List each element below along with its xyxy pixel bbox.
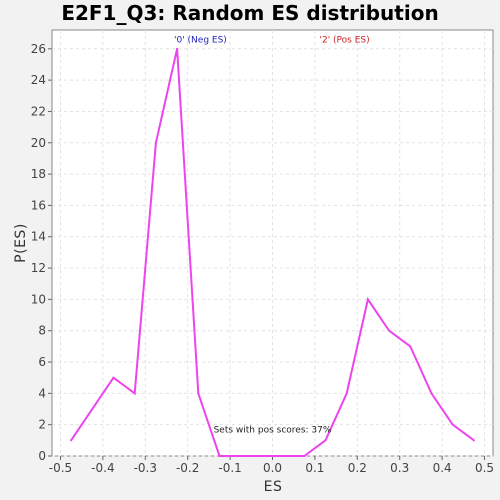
annotation-label: Sets with pos scores: 37% bbox=[214, 425, 332, 435]
annotation-label: '0' (Neg ES) bbox=[174, 35, 227, 45]
x-tick-label: 0.0 bbox=[263, 461, 282, 475]
x-tick-label: 0.3 bbox=[390, 461, 409, 475]
grid bbox=[52, 30, 493, 457]
chart-title: E2F1_Q3: Random ES distribution bbox=[61, 1, 439, 25]
x-tick-label: -0.2 bbox=[176, 461, 199, 475]
data-point bbox=[430, 392, 433, 395]
data-point bbox=[176, 47, 179, 50]
y-tick-label: 4 bbox=[38, 386, 46, 400]
data-point bbox=[197, 392, 200, 395]
y-tick-label: 16 bbox=[31, 198, 46, 212]
y-tick-label: 26 bbox=[31, 42, 46, 56]
data-point bbox=[366, 298, 369, 301]
y-tick-label: 22 bbox=[31, 104, 46, 118]
data-point bbox=[345, 392, 348, 395]
data-point bbox=[472, 439, 475, 442]
y-tick-label: 14 bbox=[31, 230, 46, 244]
data-point bbox=[239, 455, 242, 457]
data-point bbox=[70, 439, 73, 442]
data-point bbox=[218, 455, 221, 457]
y-tick-label: 8 bbox=[38, 324, 46, 338]
data-point bbox=[282, 455, 285, 457]
series-layer bbox=[70, 47, 475, 457]
data-point bbox=[388, 329, 391, 332]
x-tick-label: -0.3 bbox=[134, 461, 157, 475]
data-point bbox=[451, 423, 454, 426]
y-tick-label: 12 bbox=[31, 261, 46, 275]
x-tick-label: -0.5 bbox=[49, 461, 72, 475]
data-point bbox=[409, 345, 412, 348]
data-point bbox=[260, 455, 263, 457]
data-point bbox=[112, 376, 115, 379]
annotation-label: '2' (Pos ES) bbox=[320, 35, 370, 45]
axes: -0.5 -0.4 -0.3 -0.2 -0.1 0.0 0.1 0.2 0.3 0.4 0.5 0 2… bbox=[31, 42, 494, 475]
x-axis-title: ES bbox=[264, 479, 283, 495]
y-tick-label: 24 bbox=[31, 73, 46, 87]
y-axis-title: P(ES) bbox=[13, 223, 29, 263]
x-tick-label: 0.1 bbox=[305, 461, 324, 475]
y-tick-label: 20 bbox=[31, 136, 46, 150]
y-tick-label: 10 bbox=[31, 292, 46, 306]
data-point bbox=[133, 392, 136, 395]
x-tick-label: -0.1 bbox=[218, 461, 241, 475]
data-point bbox=[324, 439, 327, 442]
x-tick-label: 0.2 bbox=[348, 461, 367, 475]
y-tick-label: 0 bbox=[38, 449, 46, 463]
data-point bbox=[303, 455, 306, 457]
x-tick-label: -0.4 bbox=[91, 461, 114, 475]
data-point bbox=[154, 141, 157, 144]
y-tick-label: 2 bbox=[38, 418, 46, 432]
x-tick-label: 0.4 bbox=[433, 461, 452, 475]
x-tick-label: 0.5 bbox=[475, 461, 494, 475]
y-tick-label: 6 bbox=[38, 355, 46, 369]
annotations: '0' (Neg ES) '2' (Pos ES) Sets with pos sc… bbox=[174, 35, 370, 435]
y-tick-label: 18 bbox=[31, 167, 46, 181]
